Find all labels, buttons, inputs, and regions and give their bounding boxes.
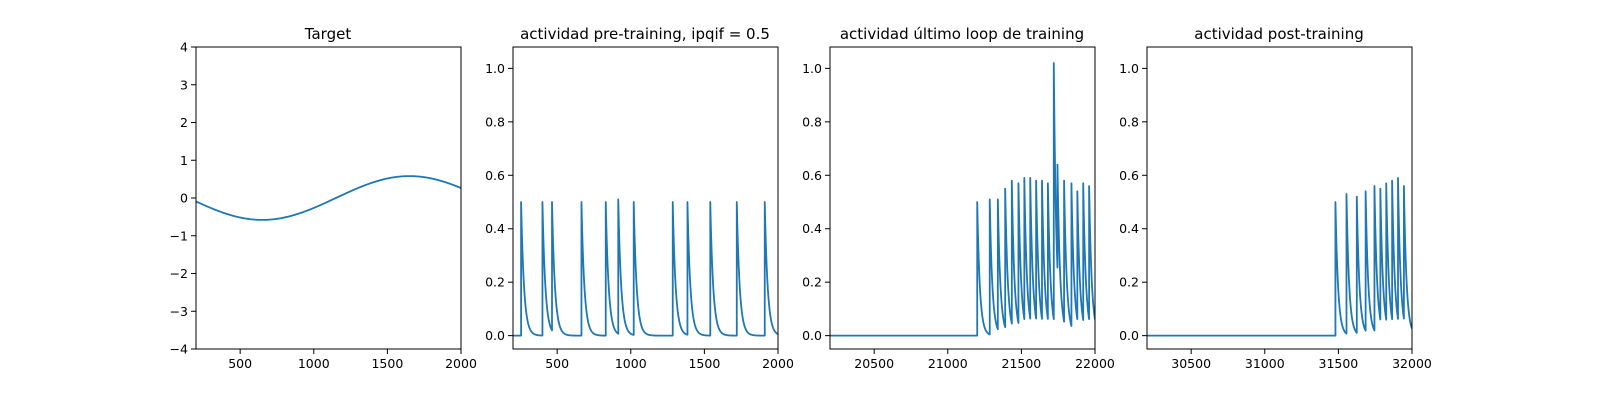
y-tick-label: −4 (170, 342, 188, 357)
y-tick-label: 0.4 (1119, 221, 1139, 236)
axes-frame (512, 46, 779, 350)
x-tick-label: 31000 (1245, 356, 1285, 371)
y-tick-label: 0.4 (485, 221, 505, 236)
y-tick-label: 1.0 (1119, 61, 1139, 76)
y-tick-label: 1.0 (485, 61, 505, 76)
x-tick-label: 2000 (762, 356, 794, 371)
panel-last-training-loop: actividad último loop de training 20500 2… (802, 25, 1115, 371)
y-tick-label: 0.2 (1119, 275, 1139, 290)
x-tick-label: 31500 (1319, 356, 1359, 371)
y-tick-label: 2 (180, 115, 188, 130)
y-tick-label: −1 (170, 228, 188, 243)
panel-post-training: actividad post-training 30500 31000 31500 3… (1119, 25, 1432, 371)
y-tick-label: 0.2 (485, 275, 505, 290)
x-tick-label: 500 (545, 356, 569, 371)
y-tick-label: 4 (180, 40, 188, 55)
y-tick-label: 0.0 (802, 328, 822, 343)
series-line (830, 62, 1095, 337)
x-tick-label: 20500 (854, 356, 894, 371)
y-tick-label: 1.0 (802, 61, 822, 76)
x-tick-label: 500 (228, 356, 252, 371)
x-tick-label: 1500 (688, 356, 720, 371)
y-tick-label: −3 (170, 304, 188, 319)
series-line (196, 175, 461, 221)
y-tick-label: 0.6 (485, 168, 505, 183)
x-tick-label: 32000 (1392, 356, 1432, 371)
y-tick-label: 0 (180, 191, 188, 206)
panel-title: actividad último loop de training (840, 25, 1084, 43)
y-tick-label: 0.8 (802, 114, 822, 129)
x-tick-label: 22000 (1075, 356, 1115, 371)
panel-pre-training: actividad pre-training, ipqif = 0.5 500 1… (485, 25, 794, 371)
y-tick-label: 0.8 (1119, 114, 1139, 129)
y-tick-label: 0.2 (802, 275, 822, 290)
y-tick-label: 0.6 (802, 168, 822, 183)
y-tick-label: 0.6 (1119, 168, 1139, 183)
axes-frame (829, 46, 1096, 350)
x-tick-label: 21000 (928, 356, 968, 371)
panel-title: Target (304, 25, 352, 43)
series-line (1147, 177, 1412, 337)
x-tick-label: 1000 (298, 356, 330, 371)
x-tick-label: 1000 (615, 356, 647, 371)
y-tick-label: 0.8 (485, 114, 505, 129)
y-tick-label: 1 (180, 153, 188, 168)
y-tick-label: 0.0 (1119, 328, 1139, 343)
panel-title: actividad post-training (1194, 25, 1363, 43)
x-tick-label: 21500 (1002, 356, 1042, 371)
y-tick-label: −2 (170, 266, 188, 281)
panel-target: Target 500 1000 1500 2000 −4 −3 −2 −1 0 1 2 3 4 (170, 25, 477, 371)
x-tick-label: 2000 (445, 356, 477, 371)
x-tick-label: 1500 (371, 356, 403, 371)
series-line (513, 198, 778, 337)
y-tick-label: 0.4 (802, 221, 822, 236)
panel-title: actividad pre-training, ipqif = 0.5 (520, 25, 770, 43)
x-tick-label: 30500 (1171, 356, 1211, 371)
axes-frame (1146, 46, 1413, 350)
y-tick-label: 0.0 (485, 328, 505, 343)
y-tick-label: 3 (180, 77, 188, 92)
